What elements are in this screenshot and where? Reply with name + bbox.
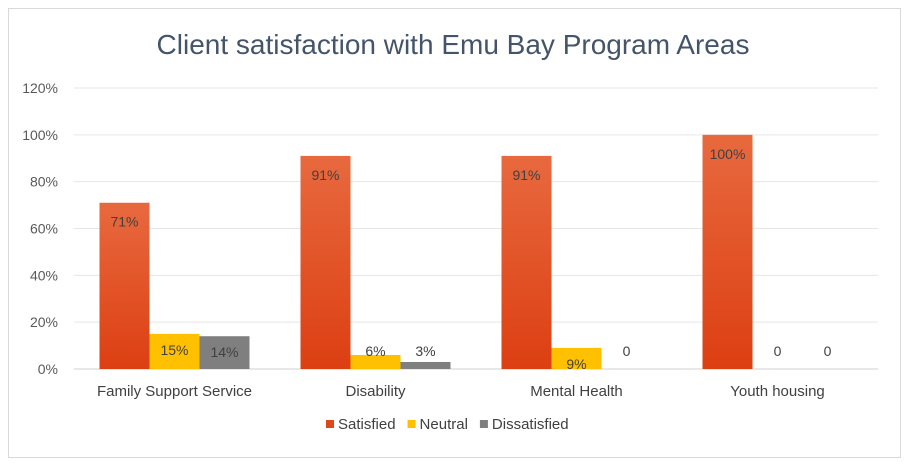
legend-label-satisfied: Satisfied — [338, 416, 396, 433]
y-tick-label: 80% — [30, 174, 58, 190]
data-label: 71% — [110, 214, 138, 230]
bar-satisfied — [501, 155, 552, 369]
data-label: 0 — [824, 343, 832, 359]
y-tick-label: 100% — [22, 127, 58, 143]
bar-dissatisfied — [400, 361, 451, 369]
chart-title: Client satisfaction with Emu Bay Program… — [157, 29, 750, 60]
legend-label-neutral: Neutral — [420, 416, 468, 433]
y-tick-label: 20% — [30, 314, 58, 330]
data-label: 6% — [365, 343, 385, 359]
bar-satisfied — [300, 155, 351, 369]
legend-swatch-dissatisfied — [479, 420, 488, 428]
bar-dissatisfied — [199, 336, 250, 369]
legend-swatch-neutral — [407, 420, 416, 428]
y-tick-label: 0% — [38, 361, 58, 377]
gridlines — [74, 87, 878, 370]
y-tick-label: 60% — [30, 221, 58, 237]
data-label: 0 — [774, 343, 782, 359]
x-axis-categories: Family Support Service Disability Mental H… — [97, 383, 825, 400]
bar-neutral — [551, 347, 602, 369]
data-label: 0 — [623, 343, 631, 359]
x-category-label: Mental Health — [530, 383, 623, 400]
legend-swatch-satisfied — [326, 420, 334, 428]
data-label: 3% — [415, 343, 435, 359]
y-tick-label: 120% — [22, 80, 58, 96]
data-label: 9% — [566, 356, 586, 372]
bars — [99, 134, 753, 369]
data-label: 91% — [512, 167, 540, 183]
x-category-label: Youth housing — [730, 383, 825, 400]
data-label: 14% — [210, 344, 238, 360]
y-tick-label: 40% — [30, 267, 58, 283]
data-label: 15% — [160, 342, 188, 358]
bar-neutral — [149, 333, 200, 369]
bar-satisfied — [99, 202, 150, 369]
legend-label-dissatisfied: Dissatisfied — [492, 416, 569, 433]
x-category-label: Family Support Service — [97, 383, 252, 400]
x-category-label: Disability — [345, 383, 406, 400]
data-label: 100% — [710, 146, 746, 162]
data-labels: 71% 15% 14% 91% 6% 3% 91% 9% 0 100% 0 0 — [110, 146, 831, 372]
bar-satisfied — [702, 134, 753, 369]
legend: Satisfied Neutral Dissatisfied — [326, 416, 569, 433]
bar-neutral — [350, 354, 401, 369]
y-axis-ticks: 0% 20% 40% 60% 80% 100% 120% — [22, 80, 58, 377]
data-label: 91% — [311, 167, 339, 183]
